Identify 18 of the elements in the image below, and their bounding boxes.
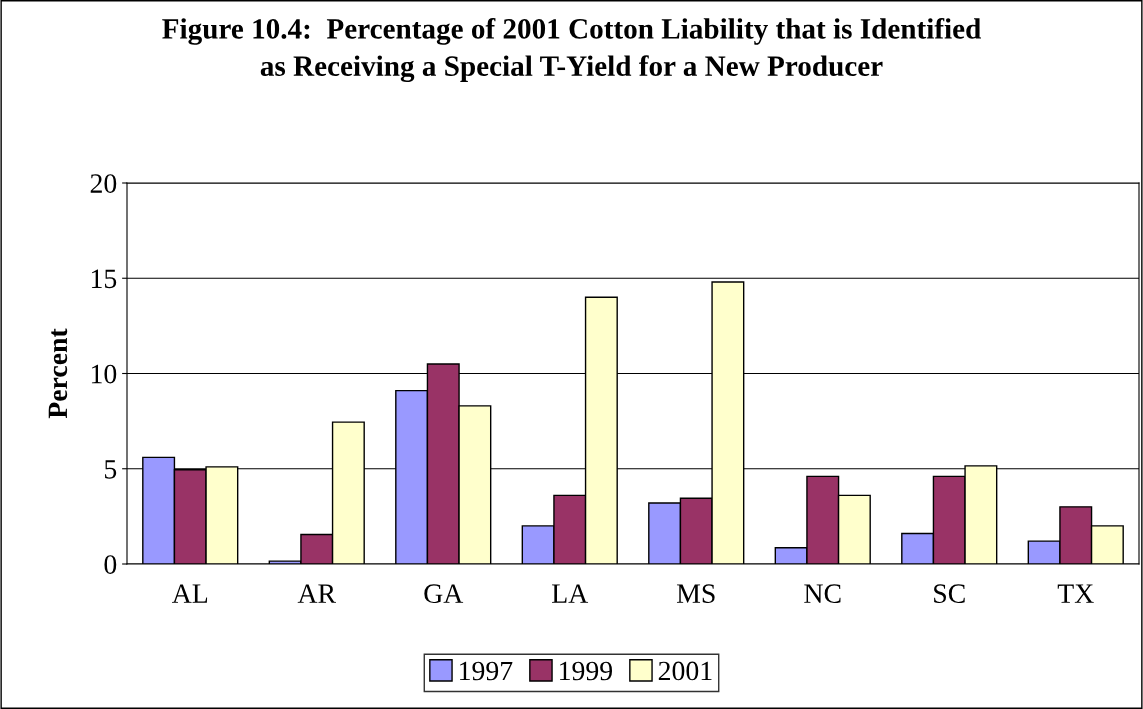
y-tick-label: 20 — [90, 174, 117, 193]
x-tick-label: TX — [1057, 584, 1094, 603]
y-tick-label: 15 — [91, 269, 117, 289]
x-tick-label: MS — [676, 584, 715, 603]
x-tick-label: NC — [804, 584, 841, 603]
y-tick-label: 0 — [104, 555, 117, 574]
legend-label: 1997 — [460, 661, 513, 681]
y-axis-title: Percent — [48, 328, 68, 419]
x-tick-label: LA — [552, 584, 589, 603]
x-tick-label: AR — [297, 584, 336, 603]
x-tick-label: AL — [172, 584, 208, 603]
y-tick-label: 10 — [91, 364, 117, 384]
legend-label: 1999 — [560, 661, 613, 681]
legend-label: 2001 — [658, 661, 712, 681]
x-tick-label: GA — [424, 584, 464, 603]
chart-title: Figure 10.4: Percentage of 2001 Cotton Liability that is Identified as Receiving a Special T-Yield for a New Producer — [162, 17, 981, 83]
y-tick-label: 5 — [105, 460, 117, 479]
x-tick-label: SC — [934, 584, 965, 603]
